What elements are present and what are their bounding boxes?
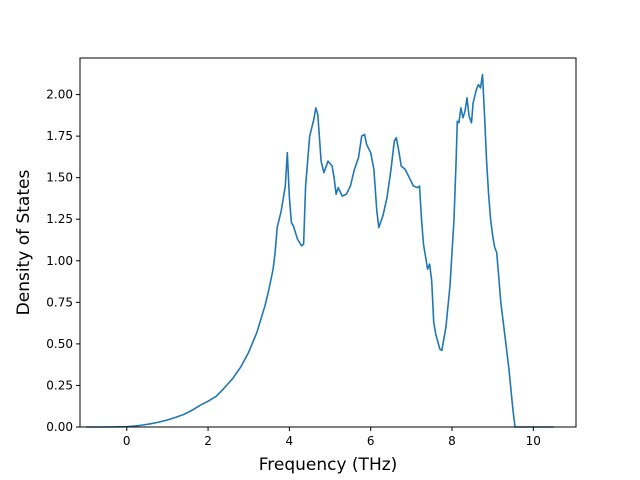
y-tick-label: 0.75 (46, 295, 73, 309)
x-axis-label: Frequency (THz) (259, 455, 398, 475)
x-tick-label: 8 (448, 434, 456, 448)
dos-series-line-0 (86, 73, 554, 428)
x-tick-label: 6 (367, 434, 375, 448)
y-axis-label: Density of States (14, 170, 34, 316)
y-tick-label: 0.50 (46, 337, 73, 351)
plot-frame (79, 57, 577, 428)
x-tick-label: 10 (526, 434, 541, 448)
y-tick-label: 1.75 (46, 129, 73, 143)
x-tick-label: 4 (286, 434, 294, 448)
y-tick-label: 0.25 (46, 378, 73, 392)
y-tick-label: 1.50 (46, 171, 73, 185)
y-tick-label: 2.00 (46, 88, 73, 102)
y-tick-label: 0.00 (46, 420, 73, 434)
x-tick-label: 2 (204, 434, 212, 448)
y-tick-label: 1.00 (46, 254, 73, 268)
y-tick-label: 1.25 (46, 212, 73, 226)
x-tick-label: 0 (123, 434, 131, 448)
